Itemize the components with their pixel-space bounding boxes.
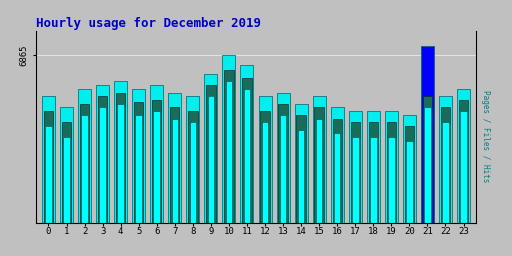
- Bar: [406, 141, 413, 223]
- Bar: [316, 119, 323, 223]
- Bar: [224, 70, 233, 223]
- Bar: [457, 89, 470, 223]
- Bar: [334, 133, 340, 223]
- Bar: [441, 108, 450, 223]
- Bar: [222, 55, 236, 223]
- Bar: [352, 137, 358, 223]
- Bar: [132, 89, 145, 223]
- Bar: [96, 85, 109, 223]
- Bar: [60, 108, 73, 223]
- Bar: [80, 104, 89, 223]
- Bar: [424, 108, 431, 223]
- Bar: [439, 96, 452, 223]
- Bar: [280, 115, 286, 223]
- Bar: [460, 111, 467, 223]
- Bar: [259, 96, 271, 223]
- Bar: [370, 137, 376, 223]
- Bar: [349, 111, 362, 223]
- Bar: [332, 119, 342, 223]
- Bar: [150, 85, 163, 223]
- Bar: [367, 111, 380, 223]
- Bar: [385, 111, 398, 223]
- Bar: [44, 111, 53, 223]
- Bar: [260, 111, 270, 223]
- Bar: [208, 96, 214, 223]
- Bar: [154, 111, 160, 223]
- Bar: [442, 122, 449, 223]
- Bar: [241, 65, 253, 223]
- Bar: [331, 108, 344, 223]
- Bar: [388, 137, 395, 223]
- Bar: [45, 126, 52, 223]
- Bar: [423, 96, 432, 223]
- Bar: [116, 93, 125, 223]
- Bar: [42, 96, 55, 223]
- Bar: [387, 122, 396, 223]
- Bar: [459, 100, 468, 223]
- Bar: [62, 122, 71, 223]
- Bar: [117, 104, 124, 223]
- Bar: [298, 130, 304, 223]
- Bar: [78, 89, 91, 223]
- Bar: [63, 137, 70, 223]
- Bar: [168, 93, 181, 223]
- Bar: [242, 78, 252, 223]
- Bar: [186, 96, 199, 223]
- Bar: [244, 89, 250, 223]
- Bar: [172, 119, 178, 223]
- Bar: [404, 126, 414, 223]
- Bar: [313, 96, 326, 223]
- Bar: [114, 81, 127, 223]
- Bar: [152, 100, 161, 223]
- Bar: [81, 115, 88, 223]
- Bar: [276, 93, 290, 223]
- Bar: [226, 81, 232, 223]
- Bar: [262, 122, 268, 223]
- Bar: [403, 115, 416, 223]
- Bar: [421, 46, 434, 223]
- Bar: [351, 122, 360, 223]
- Bar: [204, 74, 218, 223]
- Text: Hourly usage for December 2019: Hourly usage for December 2019: [36, 17, 261, 29]
- Bar: [99, 108, 106, 223]
- Bar: [279, 104, 288, 223]
- Bar: [189, 122, 196, 223]
- Bar: [296, 115, 306, 223]
- Bar: [134, 102, 143, 223]
- Bar: [98, 96, 108, 223]
- Bar: [314, 108, 324, 223]
- Bar: [136, 115, 142, 223]
- Bar: [206, 85, 216, 223]
- Bar: [188, 111, 198, 223]
- Bar: [369, 122, 378, 223]
- Bar: [294, 104, 308, 223]
- Bar: [170, 108, 180, 223]
